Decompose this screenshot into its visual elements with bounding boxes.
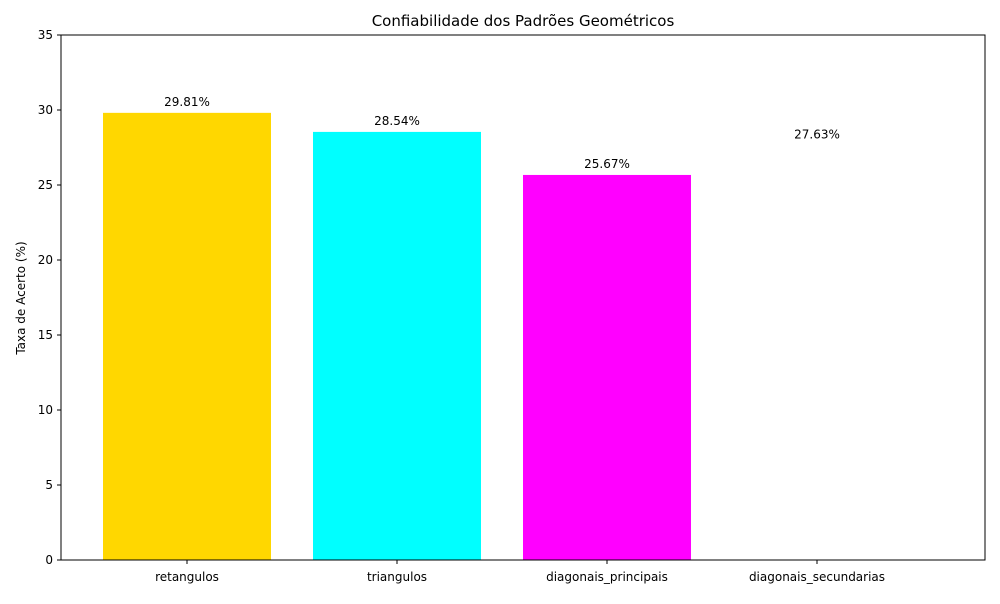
y-tick-label: 30 bbox=[38, 103, 53, 117]
data-label-retangulos: 29.81% bbox=[164, 95, 210, 109]
y-tick-label: 10 bbox=[38, 403, 53, 417]
bars-layer bbox=[103, 112, 901, 561]
data-label-diagonais_principais: 25.67% bbox=[584, 157, 630, 171]
data-labels-layer: 29.81% 28.54% 25.67% 27.63% bbox=[164, 95, 840, 171]
y-axis-label: Taxa de Acerto (%) bbox=[14, 241, 28, 355]
y-tick-label: 0 bbox=[45, 553, 53, 567]
data-label-diagonais_secundarias: 27.63% bbox=[794, 128, 840, 142]
x-tick-label: triangulos bbox=[367, 570, 427, 584]
bar-diagonais_principais bbox=[523, 174, 691, 560]
bar-diagonais_secundarias bbox=[733, 145, 901, 561]
bar-triangulos bbox=[313, 131, 481, 560]
y-tick-label: 15 bbox=[38, 328, 53, 342]
x-tick-label: diagonais_principais bbox=[546, 570, 668, 584]
bar-retangulos bbox=[103, 112, 271, 560]
x-tick-label: diagonais_secundarias bbox=[749, 570, 885, 584]
y-tick-label: 35 bbox=[38, 28, 53, 42]
data-label-triangulos: 28.54% bbox=[374, 114, 420, 128]
ticks-layer: retangulos triangulos diagonais_principais… bbox=[38, 28, 885, 584]
y-tick-label: 5 bbox=[45, 478, 53, 492]
y-tick-label: 20 bbox=[38, 253, 53, 267]
x-tick-label: retangulos bbox=[155, 570, 219, 584]
chart-title: Confiabilidade dos Padrões Geométricos bbox=[372, 12, 675, 30]
y-tick-label: 25 bbox=[38, 178, 53, 192]
plot-frame bbox=[60, 34, 986, 561]
